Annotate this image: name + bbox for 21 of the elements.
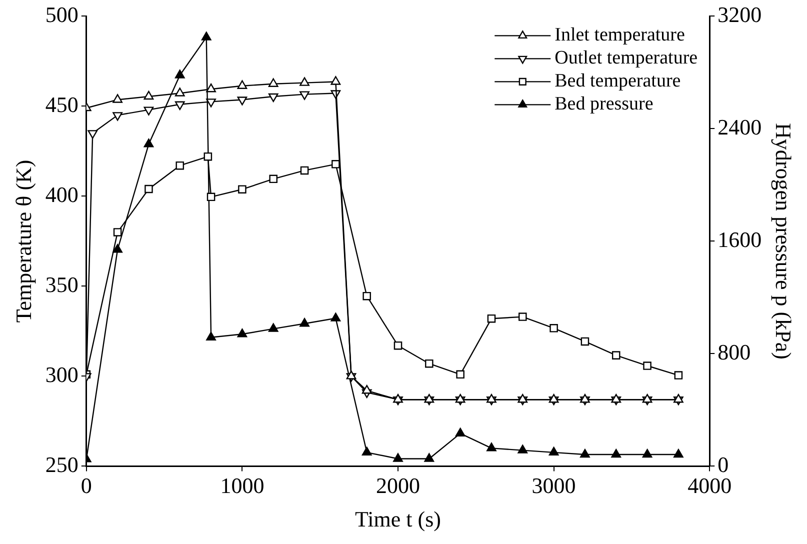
y2-tick-label: 3200 bbox=[718, 2, 762, 27]
y2-tick-label: 2400 bbox=[718, 114, 762, 140]
y2-tick-label: 800 bbox=[718, 339, 751, 364]
y-tick-label: 450 bbox=[45, 92, 78, 117]
y2-axis-title: Hydrogen pressure p (kPa) bbox=[771, 122, 796, 360]
y-tick-label: 300 bbox=[45, 362, 78, 387]
x-tick-label: 3000 bbox=[532, 473, 576, 498]
legend-label: Bed temperature bbox=[554, 70, 681, 92]
y-axis-title: Temperature θ (K) bbox=[10, 160, 36, 323]
x-tick-label: 1000 bbox=[220, 473, 264, 498]
x-tick-label: 0 bbox=[80, 473, 92, 498]
y-tick-label: 350 bbox=[45, 272, 78, 297]
legend-label: Outlet temperature bbox=[554, 48, 698, 69]
y2-tick-label: 1600 bbox=[718, 226, 762, 252]
y-tick-label: 250 bbox=[45, 452, 78, 477]
legend-label: Inlet temperature bbox=[554, 24, 685, 46]
y-tick-label: 500 bbox=[45, 2, 78, 27]
legend-label: Bed pressure bbox=[554, 94, 654, 115]
y-tick-label: 400 bbox=[45, 182, 78, 207]
x-axis-title: Time t (s) bbox=[355, 506, 441, 532]
x-tick-label: 2000 bbox=[376, 473, 420, 498]
